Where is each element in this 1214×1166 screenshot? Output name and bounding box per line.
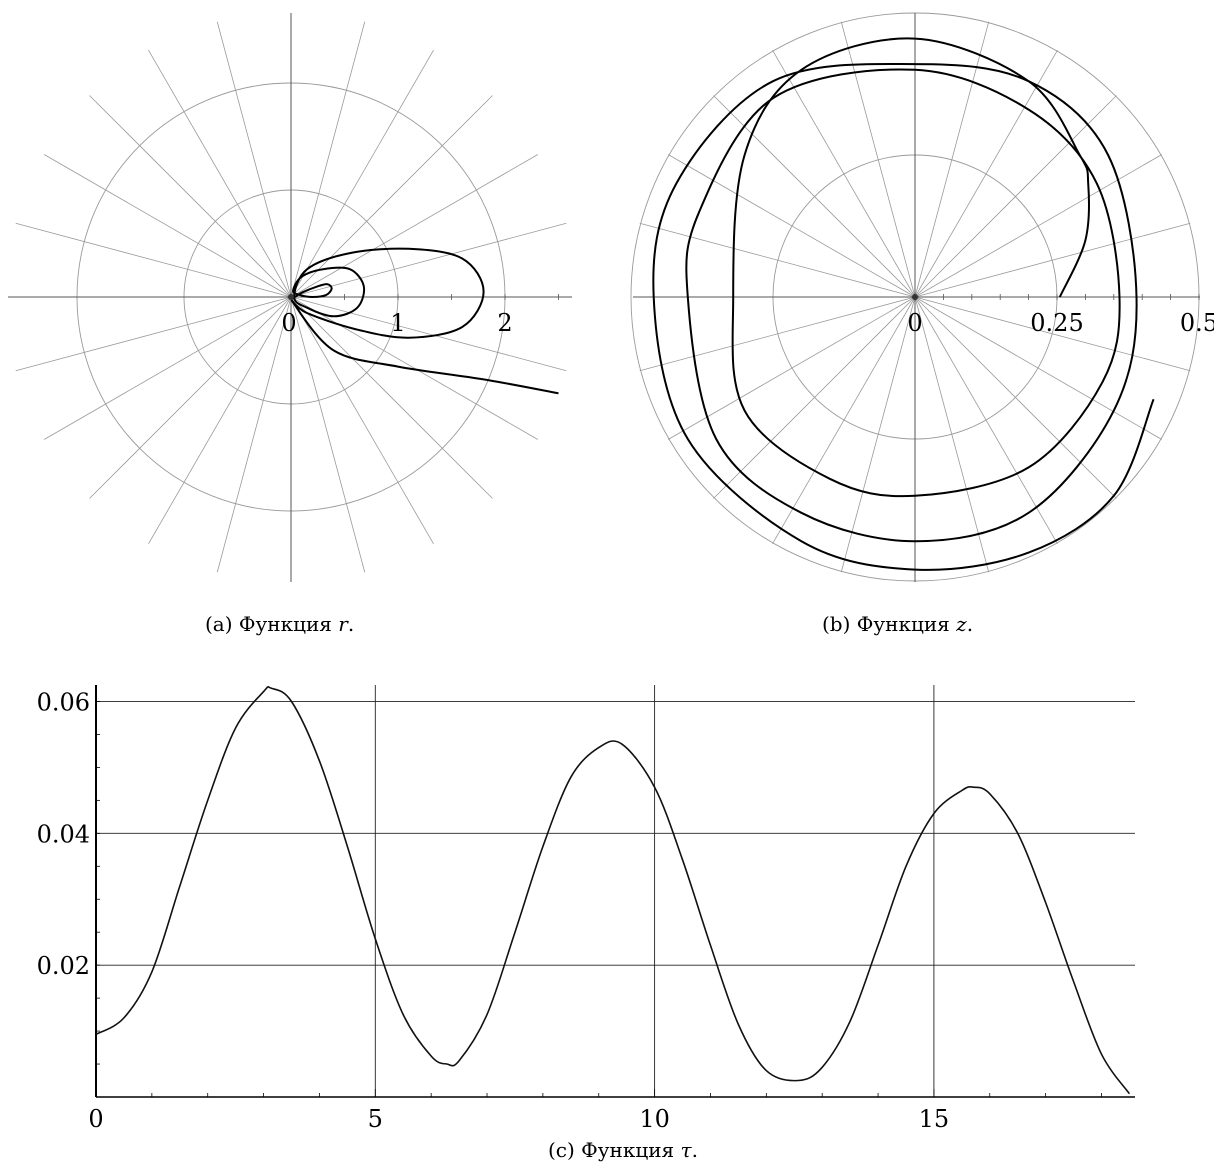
radial-tick-label: 0	[281, 309, 296, 337]
chart-b: 0 0.25 0.5	[600, 0, 1214, 600]
angular-gridline	[772, 296, 916, 545]
caption-c: (c) Функция τ.	[548, 1138, 698, 1162]
radial-tick-label: 0.25	[1030, 309, 1083, 337]
angular-gridline	[290, 296, 434, 545]
chart-b-svg: 0 0.25 0.5	[630, 12, 1214, 582]
angular-gridline	[148, 296, 292, 545]
caption-c-suffix: .	[691, 1138, 698, 1162]
angular-gridline	[914, 95, 1117, 298]
caption-b-suffix: .	[966, 612, 974, 636]
angular-gridline	[914, 154, 1163, 298]
origin-point	[912, 294, 918, 300]
radial-tick-label: 2	[497, 309, 512, 337]
series-curve	[652, 37, 1155, 571]
angular-gridline	[667, 154, 916, 298]
y-tick-label: 0.04	[37, 820, 90, 848]
angular-gridline	[216, 296, 292, 573]
radial-tick-label: 0.5	[1180, 309, 1214, 337]
angular-gridline	[43, 154, 292, 298]
angular-gridline	[914, 49, 1058, 298]
angular-gridline	[914, 296, 1058, 545]
angular-gridline	[914, 296, 1191, 372]
chart-c: 0.02 0.04 0.06 0 5 10 15	[0, 665, 1214, 1135]
caption-c-prefix: (c) Функция	[548, 1138, 675, 1162]
angular-gridline	[713, 296, 916, 499]
caption-b-var: z	[956, 612, 967, 636]
angular-gridline	[639, 296, 916, 372]
angular-gridline	[290, 296, 539, 440]
x-tick-label: 15	[919, 1105, 950, 1133]
series-curve	[95, 686, 1131, 1095]
angular-gridline	[89, 95, 292, 298]
caption-a-var: r	[338, 612, 348, 636]
caption-a-prefix: (a) Функция	[205, 612, 332, 636]
y-tick-label: 0.06	[37, 688, 90, 716]
chart-c-svg: 0.02 0.04 0.06 0 5 10 15	[37, 685, 1135, 1133]
angular-gridline	[667, 296, 916, 440]
angular-gridline	[639, 222, 916, 298]
caption-a-suffix: .	[347, 612, 355, 636]
angular-gridline	[914, 296, 1163, 440]
angular-gridline	[290, 49, 434, 298]
series-curve	[290, 247, 559, 395]
caption-c-var: τ	[680, 1138, 692, 1162]
angular-gridline	[914, 296, 990, 573]
angular-gridline	[290, 95, 493, 298]
angular-gridline	[772, 49, 916, 298]
origin-point	[288, 294, 294, 300]
angular-gridline	[216, 21, 292, 298]
angular-gridline	[713, 95, 916, 298]
chart-a: 0 1 2	[0, 0, 590, 600]
caption-a: (a) Функция r.	[205, 612, 354, 636]
x-tick-label: 5	[368, 1105, 383, 1133]
angular-gridline	[914, 222, 1191, 298]
angular-gridline	[290, 21, 366, 298]
angular-gridline	[148, 49, 292, 298]
angular-gridline	[914, 296, 1117, 499]
angular-gridline	[290, 222, 567, 298]
radial-tick-label: 0	[907, 309, 922, 337]
x-tick-label: 0	[88, 1105, 103, 1133]
y-tick-label: 0.02	[37, 952, 90, 980]
caption-b-prefix: (b) Функция	[822, 612, 950, 636]
angular-gridline	[290, 296, 366, 573]
radial-tick-label: 1	[390, 309, 405, 337]
angular-gridline	[15, 222, 292, 298]
angular-gridline	[840, 21, 916, 298]
angular-gridline	[89, 296, 292, 499]
x-tick-label: 10	[639, 1105, 670, 1133]
caption-b: (b) Функция z.	[822, 612, 973, 636]
angular-gridline	[15, 296, 292, 372]
angular-gridline	[914, 21, 990, 298]
angular-gridline	[43, 296, 292, 440]
angular-gridline	[290, 296, 567, 372]
angular-gridline	[290, 296, 493, 499]
chart-a-svg: 0 1 2	[8, 13, 572, 582]
angular-gridline	[840, 296, 916, 573]
angular-gridline	[290, 154, 539, 298]
